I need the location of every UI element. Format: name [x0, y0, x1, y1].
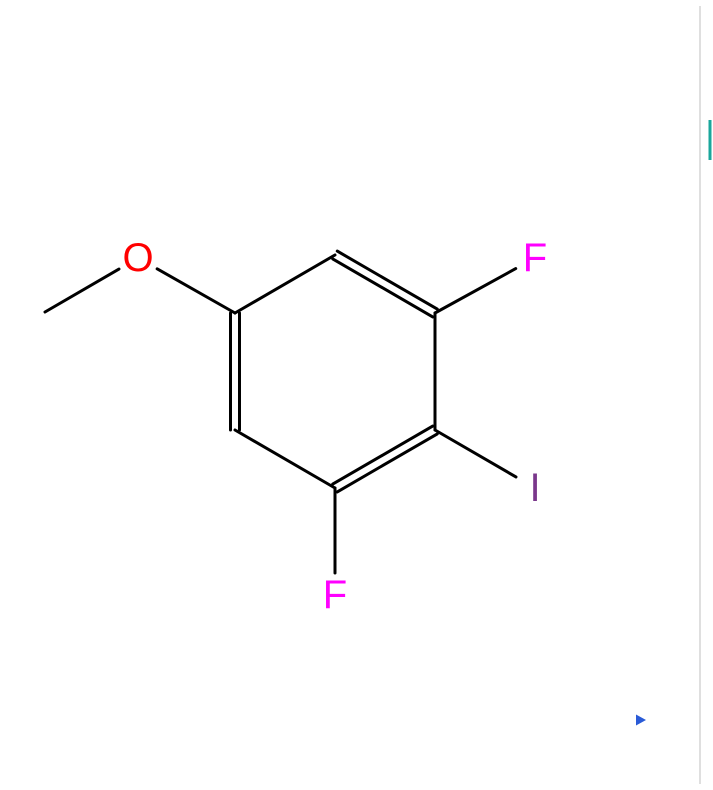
atom-label-i: I: [529, 466, 540, 510]
bond-double: [337, 434, 437, 492]
molecule-canvas: F I F O: [0, 0, 713, 790]
bond-single: [435, 269, 516, 313]
atom-label-f: F: [323, 573, 347, 617]
bond-double: [337, 251, 437, 309]
play-marker-icon: [636, 715, 646, 726]
bond-single: [45, 269, 119, 312]
bond-single: [157, 269, 235, 313]
bond-double: [333, 426, 433, 484]
bond-single: [235, 255, 335, 313]
bond-single: [235, 430, 335, 488]
bond-single: [435, 430, 516, 477]
bond-double: [333, 259, 433, 317]
atom-label-f: F: [523, 236, 547, 280]
atom-label-o: O: [122, 236, 153, 280]
